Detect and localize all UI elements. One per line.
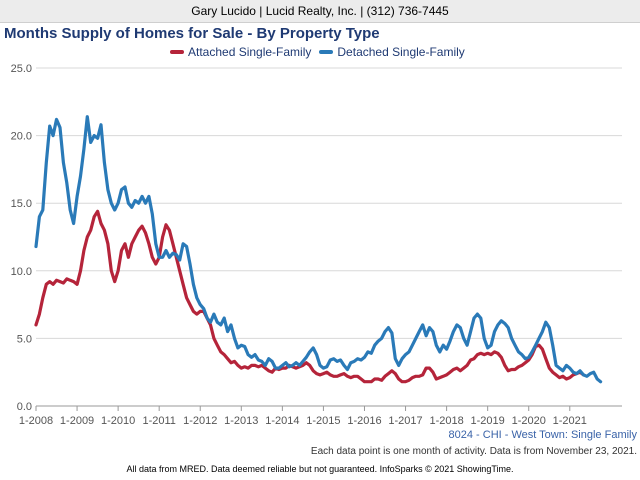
chart-subtitle: 8024 - CHI - West Town: Single Family — [448, 429, 638, 441]
header-bar — [0, 0, 640, 23]
x-tick-label: 1-2008 — [19, 415, 53, 427]
x-tick-label: 1-2011 — [142, 415, 175, 427]
legend-label-attached: Attached Single-Family — [188, 45, 312, 59]
y-tick-label: 20.0 — [11, 131, 32, 143]
legend-swatch-attached — [170, 50, 184, 54]
chart-title: Months Supply of Homes for Sale - By Pro… — [4, 25, 380, 42]
x-tick-label: 1-2009 — [60, 415, 94, 427]
y-tick-label: 15.0 — [11, 198, 32, 210]
data-note: Each data point is one month of activity… — [310, 446, 637, 457]
y-tick-label: 10.0 — [11, 266, 32, 278]
series-line-detached — [34, 115, 603, 384]
x-tick-label: 1-2013 — [224, 415, 258, 427]
header-text: Gary Lucido | Lucid Realty, Inc. | (312)… — [191, 4, 449, 18]
legend-item-attached[interactable]: Attached Single-Family — [170, 45, 311, 59]
x-tick-label: 1-2018 — [429, 415, 463, 427]
x-tick-label: 1-2010 — [101, 415, 135, 427]
footer-disclaimer: All data from MRED. Data deemed reliable… — [126, 464, 514, 474]
x-tick-label: 1-2016 — [347, 415, 381, 427]
legend-item-detached[interactable]: Detached Single-Family — [319, 45, 465, 59]
x-tick-label: 1-2015 — [306, 415, 340, 427]
line-chart: 0.0 5.0 10.0 15.0 20.0 25.0 1-2008 1-2009 1-2010… — [11, 63, 622, 427]
y-tick-label: 25.0 — [11, 63, 32, 75]
legend-label-detached: Detached Single-Family — [337, 45, 465, 59]
x-tick-label: 1-2017 — [388, 415, 422, 427]
chart-legend: Attached Single-Family Detached Single-F… — [170, 45, 473, 59]
legend-swatch-detached — [319, 50, 334, 54]
series-line-attached — [34, 209, 586, 384]
y-tick-label: 5.0 — [17, 333, 32, 345]
x-tick-label: 1-2020 — [512, 415, 546, 427]
x-tick-label: 1-2012 — [183, 415, 217, 427]
y-tick-label: 0.0 — [17, 401, 32, 413]
x-tick-label: 1-2019 — [471, 415, 505, 427]
x-tick-label: 1-2014 — [265, 415, 299, 427]
x-tick-label: 1-2021 — [553, 415, 587, 427]
